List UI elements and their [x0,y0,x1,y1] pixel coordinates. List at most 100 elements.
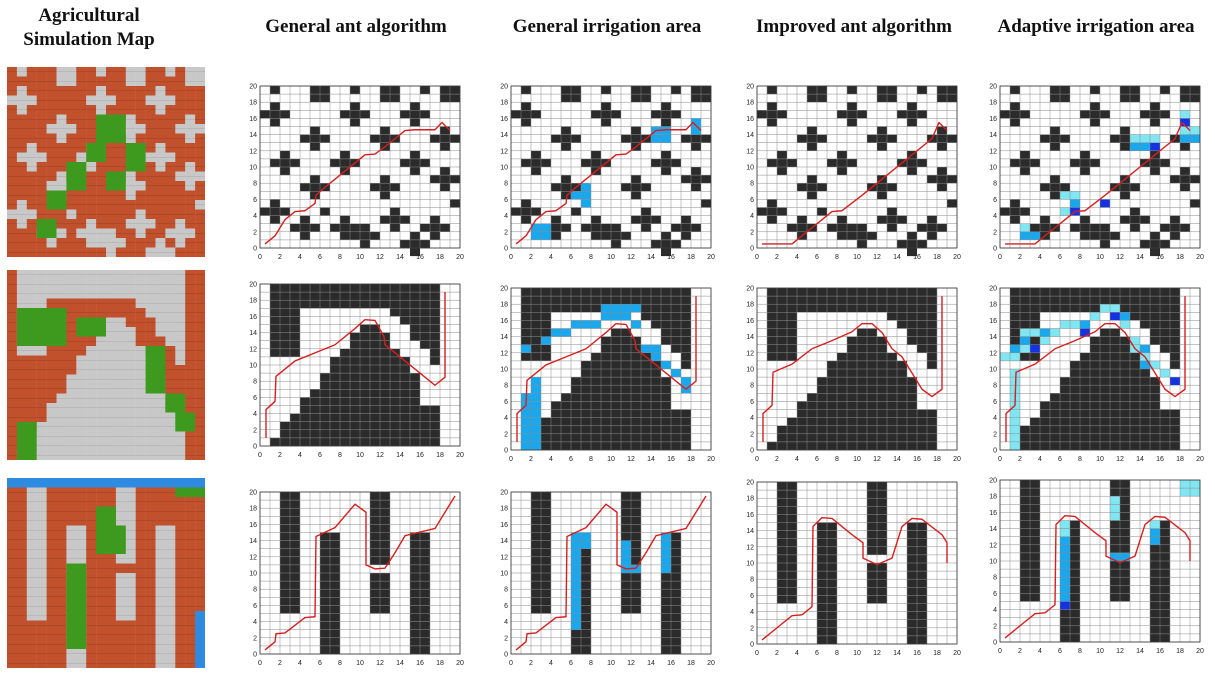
obstacle-cell [847,110,857,119]
obstacle-cell [561,183,571,192]
obstacle-cell [777,490,787,499]
x-tick-label: 18 [687,456,695,463]
obstacle-cell [1160,409,1170,418]
obstacle-cell [521,86,531,95]
obstacle-cell [1150,625,1160,634]
obstacle-cell [601,86,611,95]
y-tick-label: 18 [746,496,754,503]
obstacle-cell [1110,385,1120,394]
obstacle-cell [1070,223,1080,232]
obstacle-cell [671,288,681,297]
obstacle-cell [1120,480,1130,489]
obstacle-cell [1090,102,1100,111]
obstacle-cell [797,304,807,313]
obstacle-cell [581,288,591,297]
y-tick-label: 10 [989,559,997,566]
x-tick-label: 6 [815,456,819,463]
obstacle-cell [280,308,290,317]
obstacle-cell [380,492,390,501]
obstacle-cell [1150,441,1160,450]
obstacle-cell [857,231,867,240]
obstacle-cell [280,292,290,301]
obstacle-cell [1100,328,1110,337]
obstacle-cell [1050,134,1060,143]
irrigation-cell [651,344,661,353]
obstacle-cell [541,288,551,297]
obstacle-cell [551,288,561,297]
x-tick-label: 18 [687,660,695,667]
obstacle-cell [807,134,817,143]
obstacle-cell [320,629,330,638]
obstacle-cell [907,401,917,410]
obstacle-cell [691,142,701,151]
y-tick-label: 14 [500,538,508,545]
obstacle-cell [1140,409,1150,418]
irrigation-cell [1060,601,1070,610]
obstacle-cell [1080,296,1090,305]
y-tick-label: 10 [746,561,754,568]
irrigation-cell [1150,360,1160,369]
obstacle-cell [1090,86,1100,95]
obstacle-cell [651,425,661,434]
obstacle-cell [777,328,787,337]
y-tick-label: 10 [500,367,508,374]
obstacle-cell [280,605,290,614]
obstacle-cell [521,320,531,329]
obstacle-cell [330,573,340,582]
obstacle-cell [631,573,641,582]
y-tick-label: 10 [989,165,997,172]
obstacle-cell [1160,520,1170,529]
obstacle-cell [641,312,651,321]
obstacle-cell [400,239,410,248]
obstacle-cell [807,183,817,192]
obstacle-cell [531,532,541,541]
obstacle-cell [887,369,897,378]
obstacle-cell [671,158,681,167]
irrigation-cell [521,425,531,434]
obstacle-cell [1050,304,1060,313]
obstacle-cell [907,571,917,580]
obstacle-cell [641,385,651,394]
obstacle-cell [631,409,641,418]
obstacle-cell [290,348,300,357]
obstacle-cell [1100,409,1110,418]
obstacle-cell [1100,344,1110,353]
obstacle-cell [847,401,857,410]
obstacle-cell [430,175,440,184]
obstacle-cell [330,613,340,622]
obstacle-cell [621,296,631,305]
obstacle-cell [887,393,897,402]
obstacle-cell [1120,585,1130,594]
obstacle-cell [591,352,601,361]
obstacle-cell [280,167,290,176]
obstacle-cell [300,421,310,430]
obstacle-cell [867,417,877,426]
obstacle-cell [420,300,430,309]
obstacle-cell [807,288,817,297]
irrigation-cell [1140,134,1150,143]
obstacle-cell [380,126,390,135]
obstacle-cell [777,506,787,515]
obstacle-cell [1110,480,1120,489]
obstacle-cell [380,548,390,557]
obstacle-cell [280,597,290,606]
obstacle-cell [551,231,561,240]
obstacle-cell [1060,609,1070,618]
obstacle-cell [280,158,290,167]
obstacle-cell [270,324,280,333]
obstacle-cell [1020,288,1030,297]
obstacle-cell [280,421,290,430]
irrigation-cell [651,352,661,361]
x-tick-label: 0 [258,452,262,459]
obstacle-cell [621,183,631,192]
obstacle-cell [907,377,917,386]
obstacle-cell [661,573,671,582]
obstacle-cell [631,524,641,533]
obstacle-cell [420,637,430,646]
obstacle-cell [511,110,521,119]
obstacle-cell [907,304,917,313]
obstacle-cell [867,490,877,499]
y-tick-label: 0 [750,246,754,253]
obstacle-cell [541,328,551,337]
obstacle-cell [581,548,591,557]
